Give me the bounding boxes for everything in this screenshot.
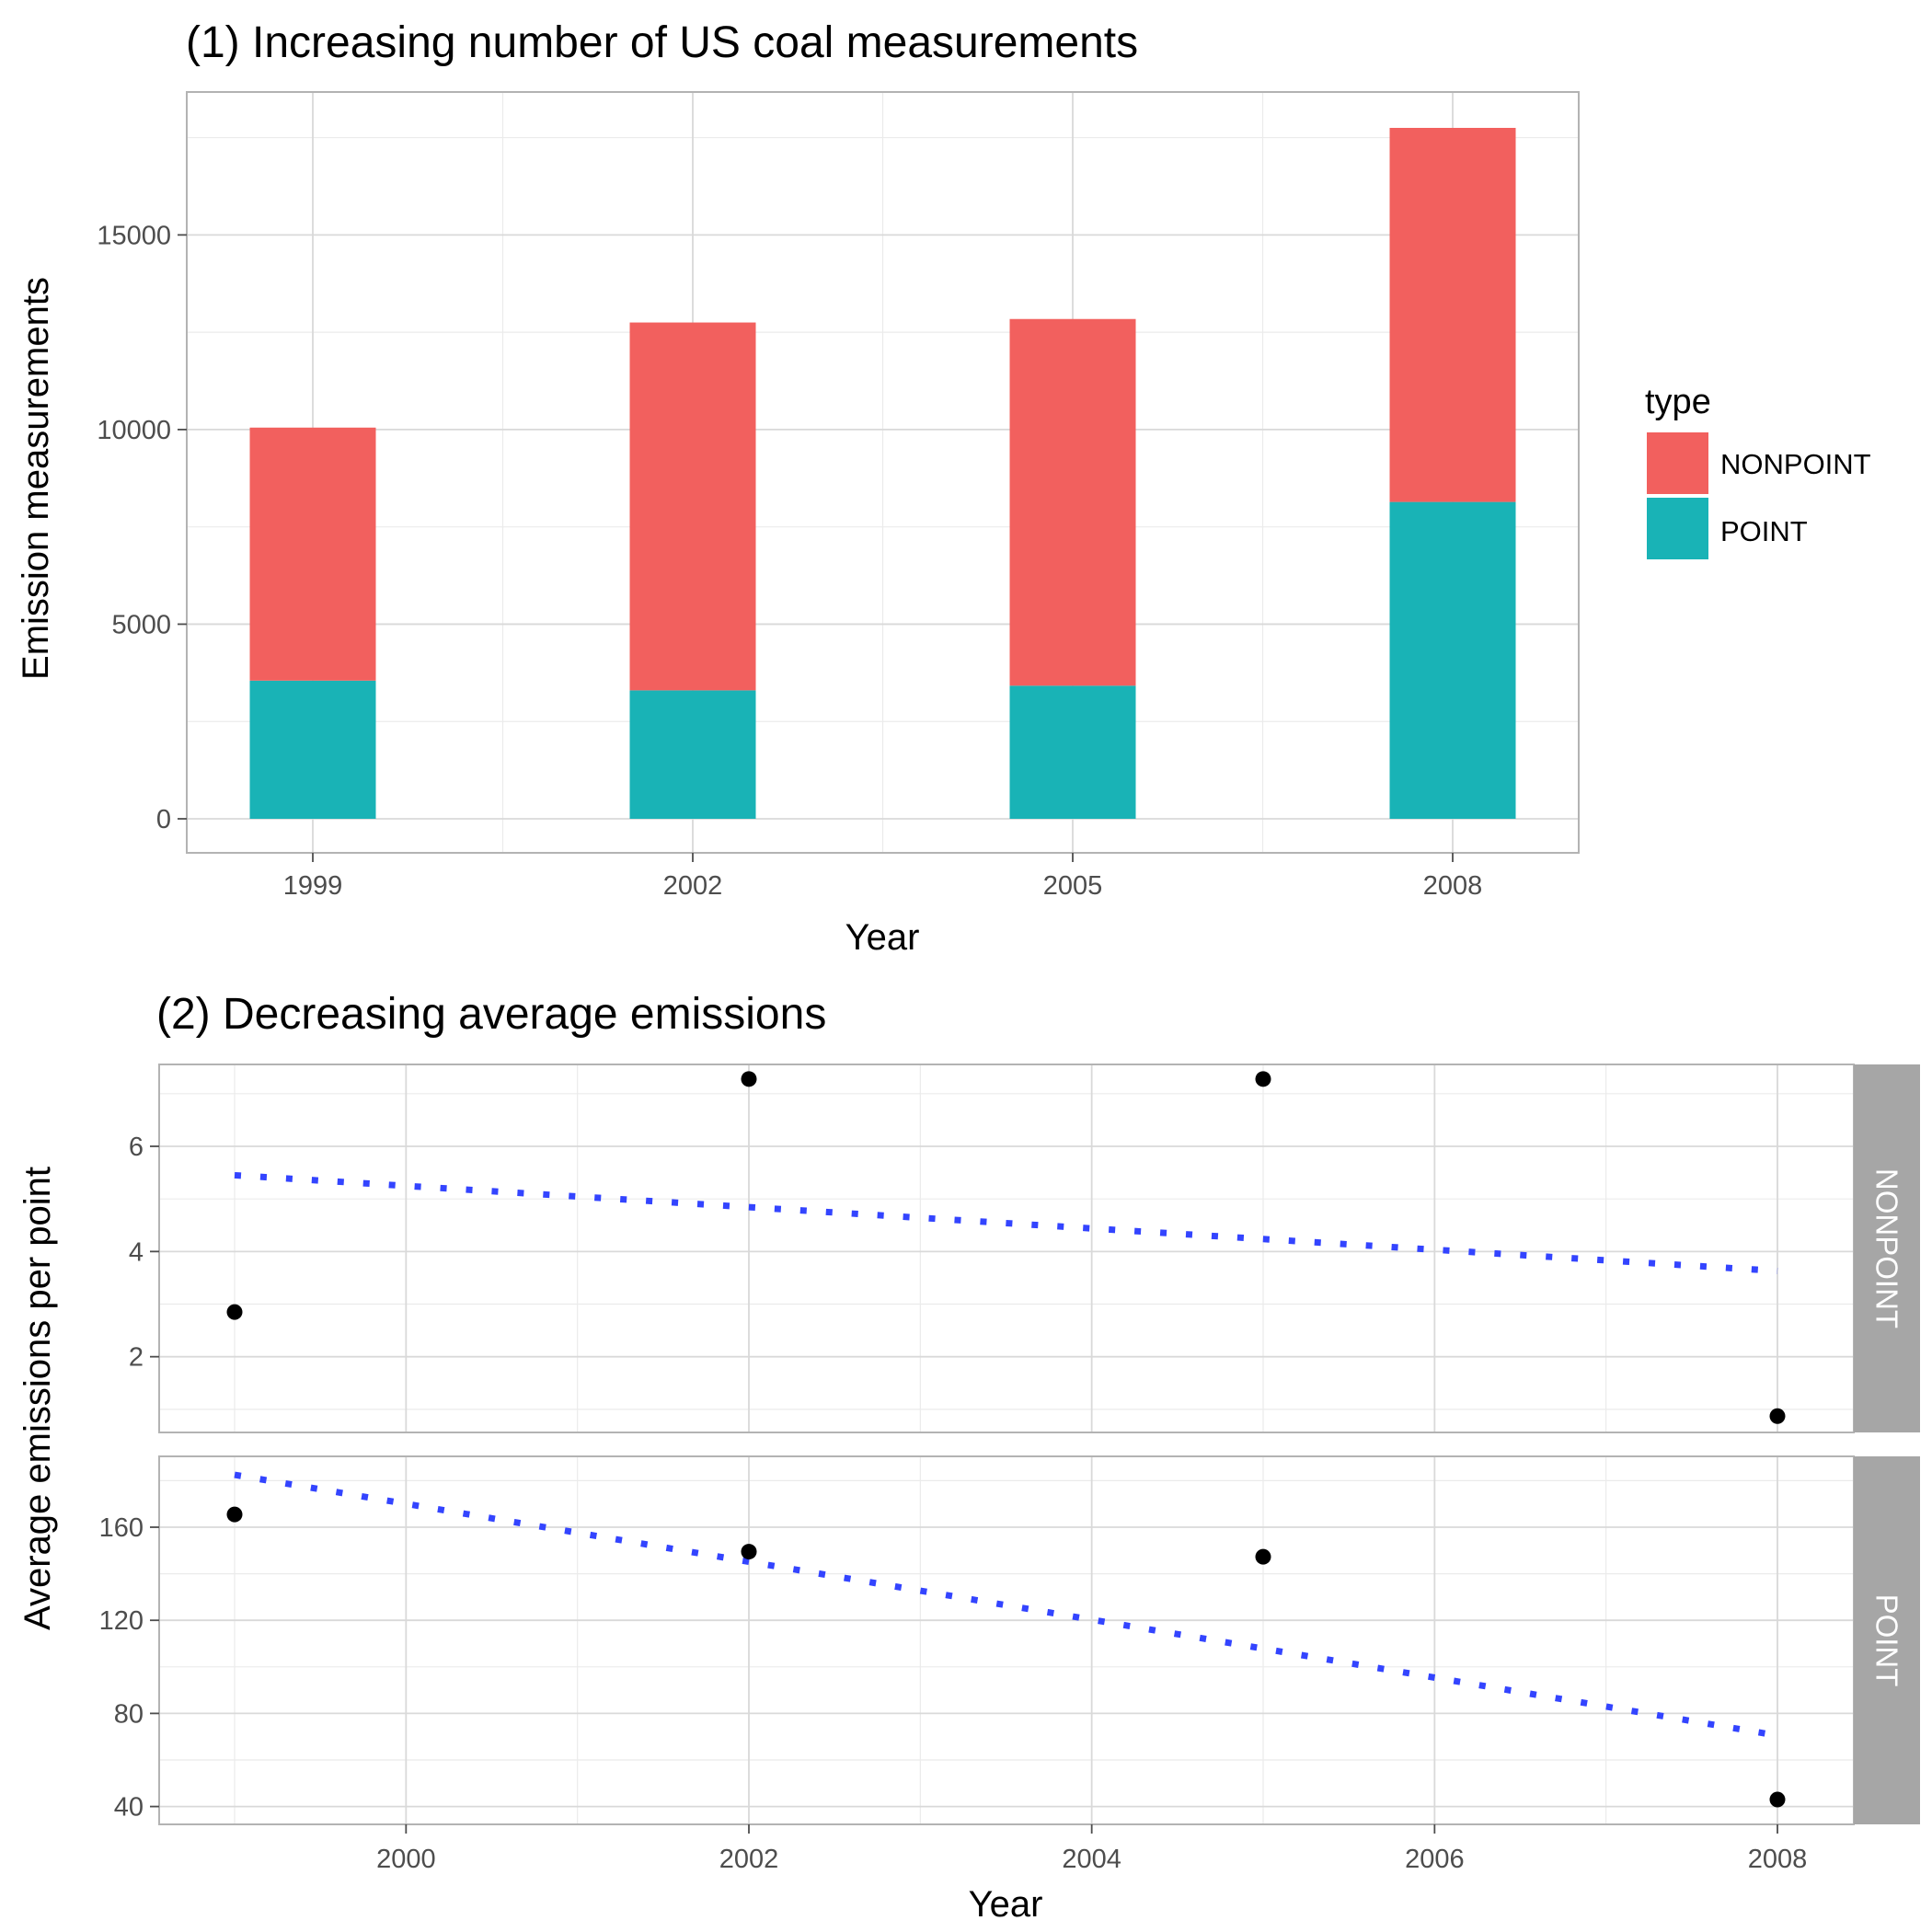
legend-title: type bbox=[1645, 383, 1711, 421]
bottom-facet-chart: NONPOINT 2 4 6 POINT 40 80 120 160 2000 2002 2004 20… bbox=[99, 1064, 1920, 1874]
facet-border-nonpoint bbox=[158, 1064, 1855, 1433]
legend-label-nonpoint: NONPOINT bbox=[1720, 448, 1871, 480]
bar-point-2008 bbox=[1389, 501, 1516, 819]
x-tick-label: 2006 bbox=[1405, 1845, 1465, 1874]
data-point-point-2008 bbox=[1769, 1791, 1786, 1808]
y-tick-label: 4 bbox=[129, 1237, 144, 1267]
x-tick-label: 1999 bbox=[283, 871, 343, 901]
y-tick-label: 120 bbox=[99, 1606, 144, 1636]
trend-line-nonpoint bbox=[234, 1171, 1778, 1274]
bar-point-1999 bbox=[249, 680, 376, 819]
x-tick-label: 2005 bbox=[1043, 871, 1103, 901]
bottom-y-axis-title: Average emissions per point bbox=[17, 1167, 58, 1630]
bar-point-2002 bbox=[629, 690, 756, 819]
legend-label-point: POINT bbox=[1720, 515, 1808, 547]
top-x-axis-title: Year bbox=[845, 917, 920, 958]
y-tick-label: 40 bbox=[114, 1793, 144, 1823]
data-point-point-2005 bbox=[1255, 1548, 1271, 1565]
y-tick-label: 2 bbox=[129, 1343, 144, 1373]
legend-swatch-point bbox=[1647, 498, 1708, 559]
x-tick-label: 2002 bbox=[663, 871, 723, 901]
facet-border-point bbox=[158, 1455, 1855, 1825]
bottom-chart-title: (2) Decreasing average emissions bbox=[156, 990, 826, 1039]
bar-nonpoint-1999 bbox=[249, 427, 376, 681]
plot-border bbox=[186, 91, 1580, 854]
data-point-nonpoint-2005 bbox=[1255, 1071, 1271, 1087]
y-tick-label: 160 bbox=[99, 1513, 144, 1543]
x-tick-label: 2002 bbox=[719, 1845, 779, 1874]
trend-line-point bbox=[234, 1471, 1778, 1739]
data-point-nonpoint-2008 bbox=[1769, 1408, 1786, 1424]
x-tick-label: 2008 bbox=[1423, 871, 1483, 901]
bar-nonpoint-2002 bbox=[629, 322, 756, 691]
facet-strip-nonpoint bbox=[1854, 1064, 1920, 1432]
bar-point-2005 bbox=[1009, 685, 1136, 819]
data-point-nonpoint-2002 bbox=[741, 1071, 757, 1087]
y-tick-label: 80 bbox=[114, 1699, 144, 1729]
bar-nonpoint-2008 bbox=[1389, 128, 1516, 502]
data-point-point-1999 bbox=[226, 1506, 243, 1523]
y-tick-label: 15000 bbox=[97, 221, 171, 250]
y-tick-label: 0 bbox=[156, 805, 171, 834]
legend-swatch-nonpoint bbox=[1647, 432, 1708, 494]
top-bar-chart: 0 5000 10000 15000 1999 2002 2005 2008 bbox=[97, 91, 1580, 901]
top-y-axis-title: Emission measurements bbox=[16, 277, 56, 680]
x-tick-label: 2008 bbox=[1748, 1845, 1808, 1874]
facet-strip-label-point: POINT bbox=[1870, 1594, 1904, 1687]
x-tick-label: 2004 bbox=[1062, 1845, 1121, 1874]
data-point-nonpoint-1999 bbox=[226, 1304, 243, 1320]
y-tick-label: 10000 bbox=[97, 416, 171, 445]
data-point-point-2002 bbox=[741, 1544, 757, 1560]
facet-strip-point bbox=[1854, 1456, 1920, 1824]
top-chart-title: (1) Increasing number of US coal measure… bbox=[186, 18, 1138, 67]
x-tick-label: 2000 bbox=[376, 1845, 436, 1874]
facet-strip-label-nonpoint: NONPOINT bbox=[1870, 1168, 1904, 1328]
bottom-x-axis-title: Year bbox=[969, 1884, 1043, 1925]
y-tick-label: 6 bbox=[129, 1133, 144, 1162]
y-tick-label: 5000 bbox=[111, 610, 171, 639]
legend: type NONPOINT POINT bbox=[1645, 383, 1871, 559]
bar-nonpoint-2005 bbox=[1009, 318, 1136, 686]
